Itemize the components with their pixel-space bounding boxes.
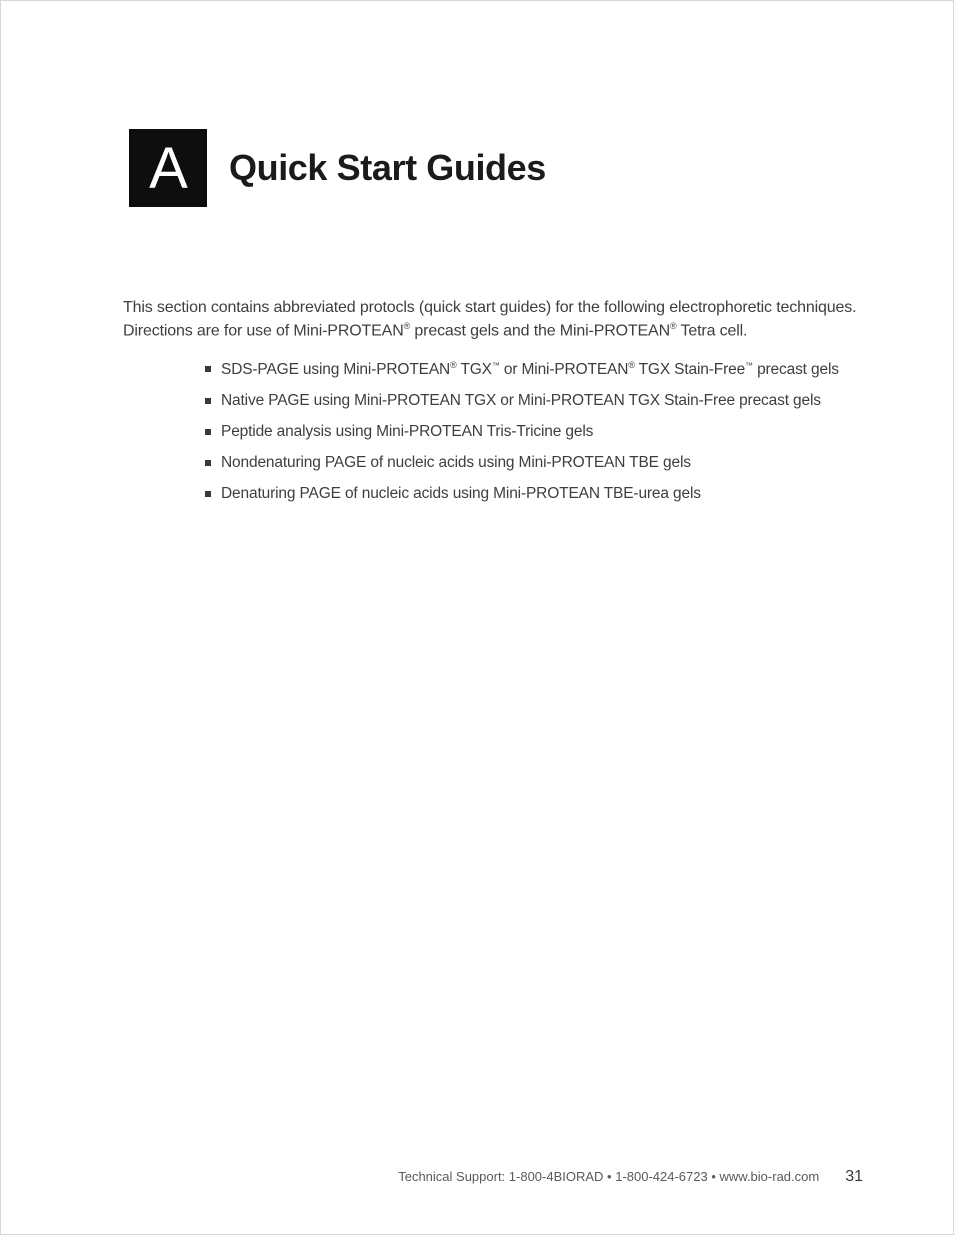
list-item: Denaturing PAGE of nucleic acids using M… [205,484,863,505]
appendix-header: A Quick Start Guides [129,129,873,207]
list-item: Nondenaturing PAGE of nucleic acids usin… [205,453,863,474]
tech-support-text: Technical Support: 1-800-4BIORAD • 1-800… [398,1169,819,1184]
list-item: SDS-PAGE using Mini-PROTEAN® TGX™ or Min… [205,359,863,381]
appendix-badge: A [129,129,207,207]
list-item: Native PAGE using Mini-PROTEAN TGX or Mi… [205,391,863,412]
page-number: 31 [845,1168,863,1186]
list-item: Peptide analysis using Mini-PROTEAN Tris… [205,422,863,443]
page-footer: Technical Support: 1-800-4BIORAD • 1-800… [398,1168,863,1186]
intro-paragraph: This section contains abbreviated protoc… [123,297,873,343]
page-title: Quick Start Guides [229,147,546,189]
bullet-list: SDS-PAGE using Mini-PROTEAN® TGX™ or Min… [205,359,873,505]
